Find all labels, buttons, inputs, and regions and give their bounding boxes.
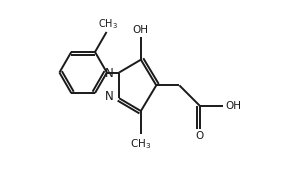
Text: O: O bbox=[196, 131, 204, 141]
Text: OH: OH bbox=[133, 25, 149, 35]
Text: CH$_3$: CH$_3$ bbox=[130, 137, 152, 151]
Text: N: N bbox=[105, 67, 113, 80]
Text: CH$_3$: CH$_3$ bbox=[98, 17, 118, 31]
Text: OH: OH bbox=[225, 101, 241, 111]
Text: N: N bbox=[105, 90, 113, 103]
